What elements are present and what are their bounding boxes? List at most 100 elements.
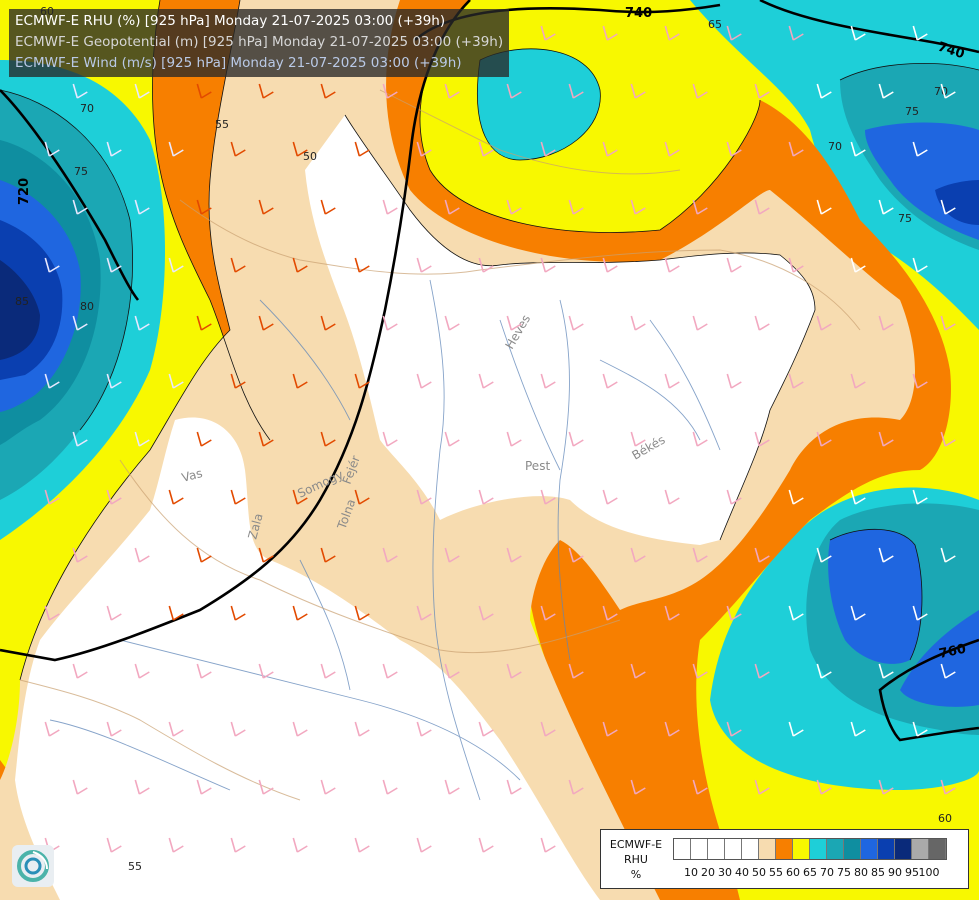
- wind-barb: [72, 83, 88, 99]
- wind-barb: [478, 837, 494, 853]
- wind-barb: [444, 547, 460, 563]
- legend-tick-label: 55: [769, 866, 783, 879]
- wind-barb: [850, 141, 866, 157]
- wind-barb: [602, 373, 618, 389]
- wind-barb: [382, 199, 398, 215]
- wind-barb: [568, 779, 584, 795]
- place-label: Vas: [180, 466, 204, 485]
- rhu-region-ne-blue-dark: [935, 180, 979, 225]
- wind-barb: [940, 83, 956, 99]
- wind-barb: [940, 779, 956, 795]
- wind-barb: [44, 605, 60, 621]
- wind-barb: [850, 721, 866, 737]
- wind-barb: [382, 779, 398, 795]
- wind-barb: [568, 663, 584, 679]
- legend-swatch: [725, 839, 742, 859]
- wind-barb: [106, 605, 122, 621]
- wind-barb: [292, 373, 308, 389]
- wind-barb: [230, 257, 246, 273]
- legend-title-unit: %: [630, 868, 642, 881]
- wind-barb: [726, 373, 742, 389]
- rhu-label: 75: [905, 105, 919, 118]
- wind-barb: [168, 721, 184, 737]
- wind-barb: [850, 605, 866, 621]
- rhu-label: 65: [708, 18, 722, 31]
- wind-barb: [754, 779, 770, 795]
- wind-barb: [444, 663, 460, 679]
- rhu-label: 70: [80, 102, 94, 115]
- legend-tick-label: 65: [803, 866, 817, 879]
- wind-barb: [726, 489, 742, 505]
- wind-barb: [382, 315, 398, 331]
- wind-barb: [168, 489, 184, 505]
- rhu-label: 70: [828, 140, 842, 153]
- wind-barb: [106, 373, 122, 389]
- wind-barb: [292, 141, 308, 157]
- wind-barb: [292, 721, 308, 737]
- wind-barb: [44, 373, 60, 389]
- wind-barb: [788, 605, 804, 621]
- wind-barb: [602, 257, 618, 273]
- river-lines: [49, 279, 721, 801]
- legend-swatch: [827, 839, 844, 859]
- wind-barb: [850, 489, 866, 505]
- legend-title: ECMWF-E RHU %: [605, 837, 667, 882]
- rhu-label: 75: [898, 212, 912, 225]
- wind-barb: [72, 199, 88, 215]
- wind-barb: [506, 83, 522, 99]
- wind-barb: [320, 431, 336, 447]
- logo-swirl: [32, 851, 48, 870]
- wind-barb: [664, 257, 680, 273]
- wind-barb: [258, 199, 274, 215]
- wind-barb: [354, 837, 370, 853]
- wind-barb: [168, 373, 184, 389]
- wind-barb: [44, 141, 60, 157]
- rhu-label: 85: [15, 295, 29, 308]
- legend-tick-label: 85: [871, 866, 885, 879]
- wind-barb: [788, 373, 804, 389]
- wind-barb: [72, 315, 88, 331]
- wind-barb: [940, 431, 956, 447]
- wind-barb: [540, 605, 556, 621]
- legend-swatch: [742, 839, 759, 859]
- wind-barb: [878, 663, 894, 679]
- wind-barb: [382, 431, 398, 447]
- wind-barb: [354, 721, 370, 737]
- wind-barb: [258, 83, 274, 99]
- wind-barb: [196, 199, 212, 215]
- rhu-labels: 60 65 70 75 70 75 55 50 70 75 80 85 55 6…: [15, 5, 952, 873]
- wind-barb: [106, 257, 122, 273]
- wind-barb: [568, 547, 584, 563]
- wind-barb: [726, 141, 742, 157]
- legend-tick-label: 40: [735, 866, 749, 879]
- rhu-label: 50: [303, 150, 317, 163]
- legend-tick-label: 80: [854, 866, 868, 879]
- wind-barb: [444, 199, 460, 215]
- wind-barb: [568, 431, 584, 447]
- wind-barb: [196, 663, 212, 679]
- legend-swatch: [895, 839, 912, 859]
- wind-barb: [134, 83, 150, 99]
- rhu-region-se-blue: [828, 529, 922, 664]
- wind-barb: [816, 315, 832, 331]
- wind-barbs: [44, 25, 956, 853]
- wind-barb: [692, 83, 708, 99]
- wind-barb: [912, 605, 928, 621]
- logo-inner-ring: [24, 857, 42, 875]
- wind-barb: [292, 257, 308, 273]
- rhu-legend: ECMWF-E RHU % 10 20 30 40 50 55 60 65 70 75 80 85 90…: [600, 829, 969, 889]
- legend-swatch: [708, 839, 725, 859]
- wind-barb: [940, 199, 956, 215]
- wind-barb: [134, 779, 150, 795]
- legend-tick-label: 20: [701, 866, 715, 879]
- wind-barb: [602, 489, 618, 505]
- wind-barb: [354, 605, 370, 621]
- wind-barb: [478, 605, 494, 621]
- wind-barb: [850, 373, 866, 389]
- wind-barb: [912, 489, 928, 505]
- wind-barb: [44, 489, 60, 505]
- wind-barb: [788, 141, 804, 157]
- wind-barb: [230, 489, 246, 505]
- wind-barb: [168, 605, 184, 621]
- wind-barb: [878, 315, 894, 331]
